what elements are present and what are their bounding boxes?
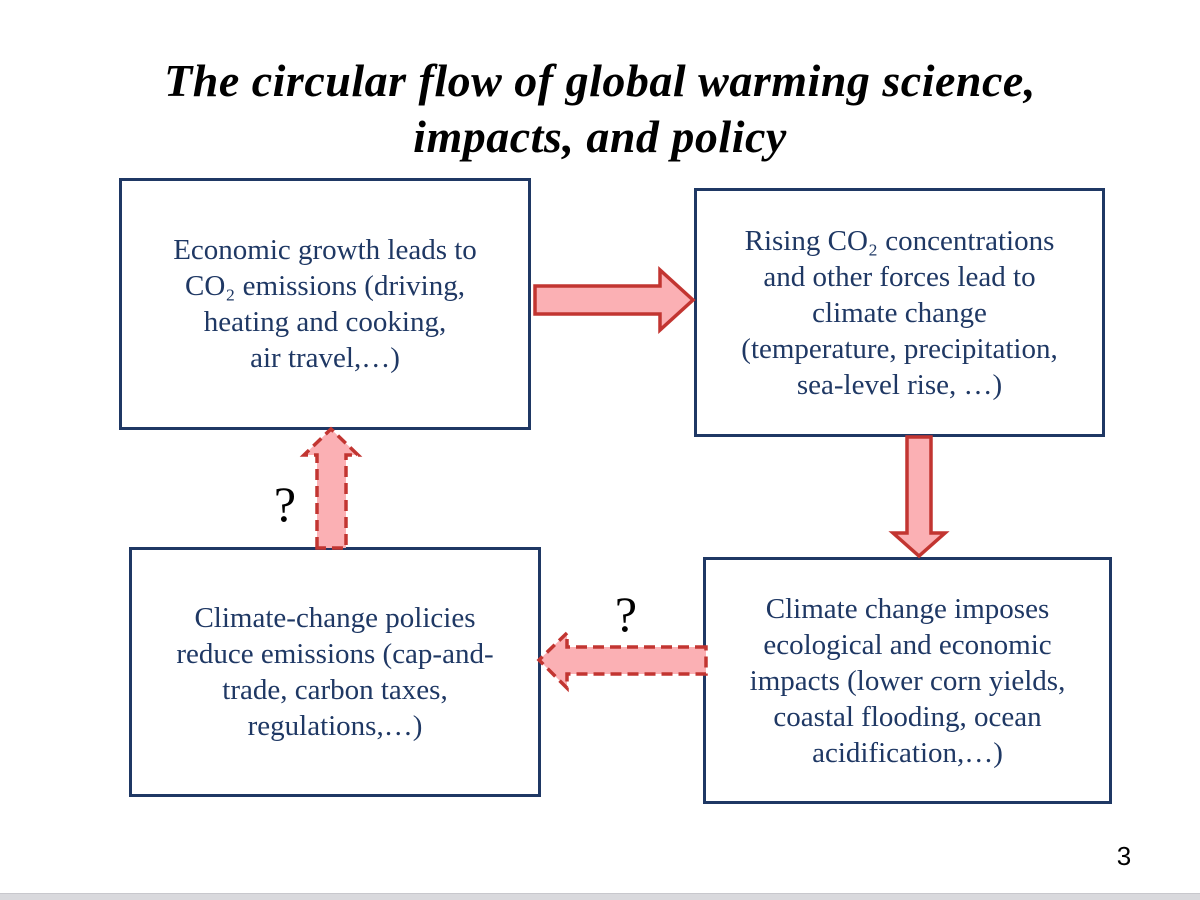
- slide-bottom-edge: [0, 893, 1200, 900]
- box-economic-growth: Economic growth leads to CO₂ emissions (…: [119, 178, 531, 430]
- question-mark-policy-feedback: ?: [273, 476, 297, 532]
- page-number: 3: [1116, 841, 1132, 871]
- box-climate-impacts: Climate change imposes ecological and ec…: [703, 557, 1112, 804]
- policy-to-growth-arrow: [299, 426, 363, 550]
- box-climate-policies-text: Climate-change policies reduce emissions…: [176, 602, 494, 742]
- box-rising-co2: Rising CO₂ concentrations and other forc…: [694, 188, 1105, 437]
- box-economic-growth-text: Economic growth leads to CO₂ emissions (…: [173, 234, 477, 374]
- box-climate-policies: Climate-change policies reduce emissions…: [129, 547, 541, 797]
- growth-to-climate-arrow: [533, 266, 696, 334]
- box-climate-impacts-text: Climate change imposes ecological and ec…: [749, 592, 1066, 769]
- climate-to-impacts-arrow: [888, 435, 950, 559]
- box-rising-co2-text: Rising CO₂ concentrations and other forc…: [741, 224, 1058, 401]
- question-mark-impacts-feedback: ?: [614, 586, 638, 642]
- slide-title: The circular flow of global warming scie…: [164, 54, 1036, 162]
